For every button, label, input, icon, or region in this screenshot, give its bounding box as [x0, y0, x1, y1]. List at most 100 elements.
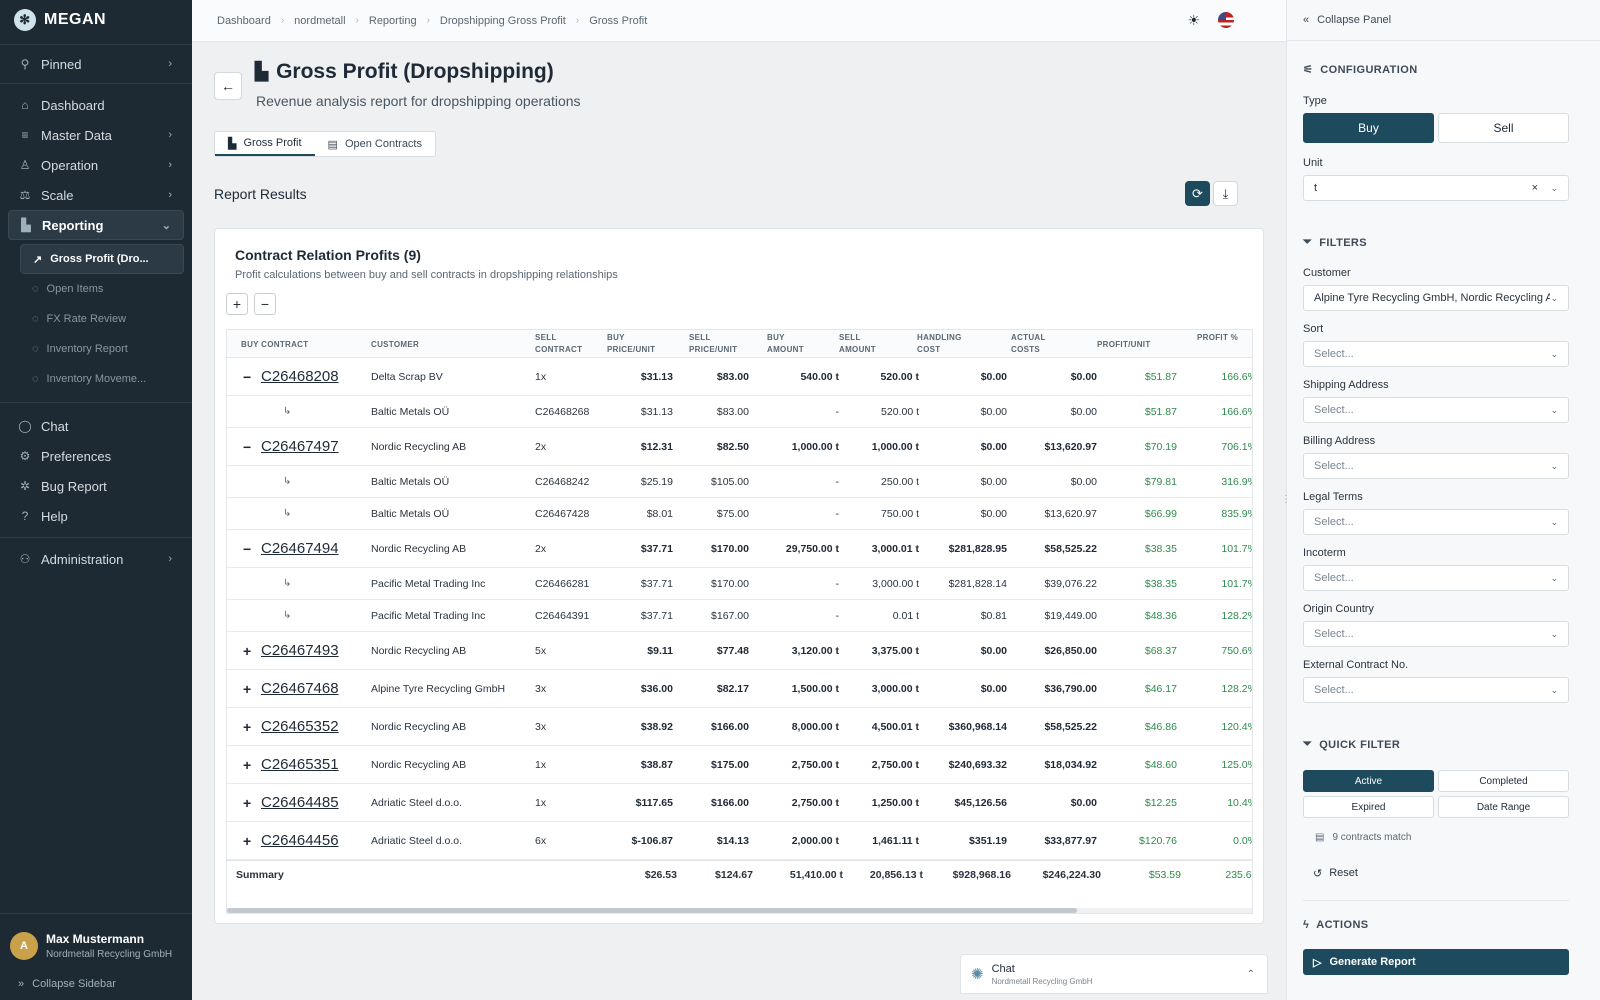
quick-filter-completed[interactable]: Completed [1438, 770, 1569, 792]
table-row[interactable]: − C26468208 Delta Scrap BV 1x $31.13 $83.00 54… [227, 358, 1252, 396]
filter-select[interactable]: Select... ⌄ [1303, 509, 1569, 535]
app-logo[interactable]: ✻ MEGAN [0, 0, 192, 40]
collapse-row-icon[interactable]: − [243, 369, 252, 385]
buy-contract-link[interactable]: C26467468 [261, 680, 339, 697]
generate-report-button[interactable]: ▷ Generate Report [1303, 949, 1569, 975]
breadcrumb-item[interactable]: Dropshipping Gross Profit [439, 14, 566, 27]
breadcrumb-item[interactable]: Reporting [368, 14, 417, 27]
table-row[interactable]: − C26467494 Nordic Recycling AB 2x $37.71 $17… [227, 530, 1252, 568]
expand-row-icon[interactable]: + [243, 681, 252, 697]
table-row[interactable]: − C26467497 Nordic Recycling AB 2x $12.31 $82… [227, 428, 1252, 466]
column-header-buy-contract[interactable]: BUY CONTRACT [241, 340, 309, 349]
table-row[interactable]: + C26465351 Nordic Recycling AB 1x $38.87 $17… [227, 746, 1252, 784]
expand-row-icon[interactable]: + [243, 719, 252, 735]
table-row[interactable]: + C26467468 Alpine Tyre Recycling GmbH 3x $3… [227, 670, 1252, 708]
collapse-row-icon[interactable]: − [243, 541, 252, 557]
buy-contract-link[interactable]: C26465352 [261, 718, 339, 735]
sidebar-item-preferences[interactable]: ⚙ Preferences [0, 441, 192, 471]
table-row[interactable]: + C26465352 Nordic Recycling AB 3x $38.92 $16… [227, 708, 1252, 746]
column-header-buy-amount[interactable]: BUY AMOUNT [767, 333, 804, 354]
type-sell-button[interactable]: Sell [1438, 113, 1569, 143]
column-header-customer[interactable]: CUSTOMER [371, 340, 420, 349]
expand-row-icon[interactable]: + [243, 757, 252, 773]
tab-gross-profit[interactable]: ▙ Gross Profit [215, 132, 315, 156]
collapse-all-button[interactable]: − [254, 293, 276, 315]
buy-contract-link[interactable]: C26465351 [261, 756, 339, 773]
cell-sell-contract: 2x [535, 441, 547, 453]
sidebar-item-help[interactable]: ? Help [0, 501, 192, 531]
collapse-panel-button[interactable]: « Collapse Panel [1303, 14, 1569, 26]
expand-row-icon[interactable]: + [243, 795, 252, 811]
buy-contract-link[interactable]: C26467493 [261, 642, 339, 659]
back-button[interactable]: ← [214, 72, 242, 100]
sidebar-item-chat[interactable]: ◯ Chat [0, 411, 192, 441]
sidebar-subitem-inventory-movement[interactable]: ◌ Inventory Moveme... [20, 364, 192, 394]
breadcrumb-item[interactable]: nordmetall [294, 14, 346, 27]
table-row[interactable]: + C26467493 Nordic Recycling AB 5x $9.11 $77.… [227, 632, 1252, 670]
filter-select[interactable]: Select... ⌄ [1303, 341, 1569, 367]
sidebar-item-reporting[interactable]: ▙ Reporting ⌄ [8, 210, 184, 240]
expand-row-icon[interactable]: + [243, 833, 252, 849]
filter-select[interactable]: Select... ⌄ [1303, 453, 1569, 479]
child-arrow-icon: ↳ [283, 508, 292, 519]
reset-button[interactable]: ↺ Reset [1313, 867, 1579, 880]
type-buy-button[interactable]: Buy [1303, 113, 1434, 143]
buy-contract-link[interactable]: C26467494 [261, 540, 339, 557]
chevron-up-icon[interactable]: ⌃ [1246, 968, 1255, 980]
sidebar-item-scale[interactable]: ⚖ Scale › [0, 180, 192, 210]
buy-contract-link[interactable]: C26467497 [261, 438, 339, 455]
breadcrumb-item[interactable]: Dashboard [217, 14, 271, 27]
clear-icon[interactable]: × [1531, 182, 1538, 194]
sidebar-item-label: Bug Report [41, 478, 107, 494]
column-header-sell-amount[interactable]: SELL AMOUNT [839, 333, 876, 354]
panel-resize-handle[interactable]: ⋮ [1281, 494, 1291, 505]
sidebar-subitem-fx-rate[interactable]: ◌ FX Rate Review [20, 304, 192, 334]
column-header-actual-costs[interactable]: ACTUAL COSTS [1011, 333, 1046, 354]
sidebar-subitem-inventory-report[interactable]: ◌ Inventory Report [20, 334, 192, 364]
filter-select[interactable]: Select... ⌄ [1303, 677, 1569, 703]
cell-sell-amount: 3,000.01 t [871, 543, 919, 555]
unit-select[interactable]: t × ⌄ [1303, 175, 1569, 201]
buy-contract-link[interactable]: C26464456 [261, 832, 339, 849]
sidebar-subitem-open-items[interactable]: ◌ Open Items [20, 274, 192, 304]
column-header-buy-price-unit[interactable]: BUY PRICE/UNIT [607, 333, 656, 354]
quick-filter-expired[interactable]: Expired [1303, 796, 1434, 818]
tab-open-contracts[interactable]: ▤ Open Contracts [315, 132, 435, 156]
quick-filter-active[interactable]: Active [1303, 770, 1434, 792]
horizontal-scrollbar[interactable] [227, 908, 1252, 913]
sun-icon[interactable]: ☀ [1187, 12, 1200, 28]
column-header-profit-pct[interactable]: PROFIT % [1197, 333, 1239, 342]
collapse-row-icon[interactable]: − [243, 439, 252, 455]
expand-all-button[interactable]: + [226, 293, 248, 315]
sidebar-item-bug-report[interactable]: ✲ Bug Report [0, 471, 192, 501]
filter-select[interactable]: Select... ⌄ [1303, 397, 1569, 423]
download-button[interactable]: ⤓ [1213, 181, 1238, 206]
sidebar-item-operation[interactable]: ♙ Operation › [0, 150, 192, 180]
expand-row-icon[interactable]: + [243, 643, 252, 659]
column-header-handling-cost[interactable]: HANDLING COST [917, 333, 962, 354]
collapse-sidebar-button[interactable]: » Collapse Sidebar [0, 978, 192, 990]
sidebar-item-administration[interactable]: ⚇ Administration › [0, 544, 192, 574]
filter-select[interactable]: Alpine Tyre Recycling GmbH, Nordic Recyc… [1303, 285, 1569, 311]
sidebar-item-pinned[interactable]: ⚲ Pinned › [0, 49, 192, 79]
filter-select[interactable]: Select... ⌄ [1303, 565, 1569, 591]
table-row[interactable]: + C26464456 Adriatic Steel d.o.o. 6x $-106.8… [227, 822, 1252, 860]
buy-contract-link[interactable]: C26468208 [261, 368, 339, 385]
cell-profit-pct: 706.1% [1221, 441, 1252, 453]
column-header-sell-price-unit[interactable]: SELL PRICE/UNIT [689, 333, 738, 354]
sidebar-item-master-data[interactable]: ≡ Master Data › [0, 120, 192, 150]
chat-widget[interactable]: ✺ Chat Nordmetall Recycling GmbH ⌃ [960, 954, 1268, 994]
buy-contract-link[interactable]: C26464485 [261, 794, 339, 811]
filter-select[interactable]: Select... ⌄ [1303, 621, 1569, 647]
quick-filter-date-range[interactable]: Date Range [1438, 796, 1569, 818]
configuration-heading: ⚟ CONFIGURATION [1303, 63, 1569, 77]
us-flag-icon[interactable] [1218, 12, 1234, 28]
column-header-profit-unit[interactable]: PROFIT/UNIT [1097, 340, 1151, 349]
user-profile[interactable]: A Max Mustermann Nordmetall Recycling Gmb… [0, 913, 192, 960]
table-row[interactable]: + C26464485 Adriatic Steel d.o.o. 1x $117.65… [227, 784, 1252, 822]
column-header-sell-contract[interactable]: SELL CONTRACT [535, 333, 583, 354]
sidebar-subitem-gross-profit[interactable]: ↗ Gross Profit (Dro... [20, 244, 184, 274]
summary-profit-pct: 235.6% [1225, 869, 1252, 881]
sidebar-item-dashboard[interactable]: ⌂ Dashboard [0, 90, 192, 120]
refresh-button[interactable]: ⟳ [1185, 181, 1210, 206]
